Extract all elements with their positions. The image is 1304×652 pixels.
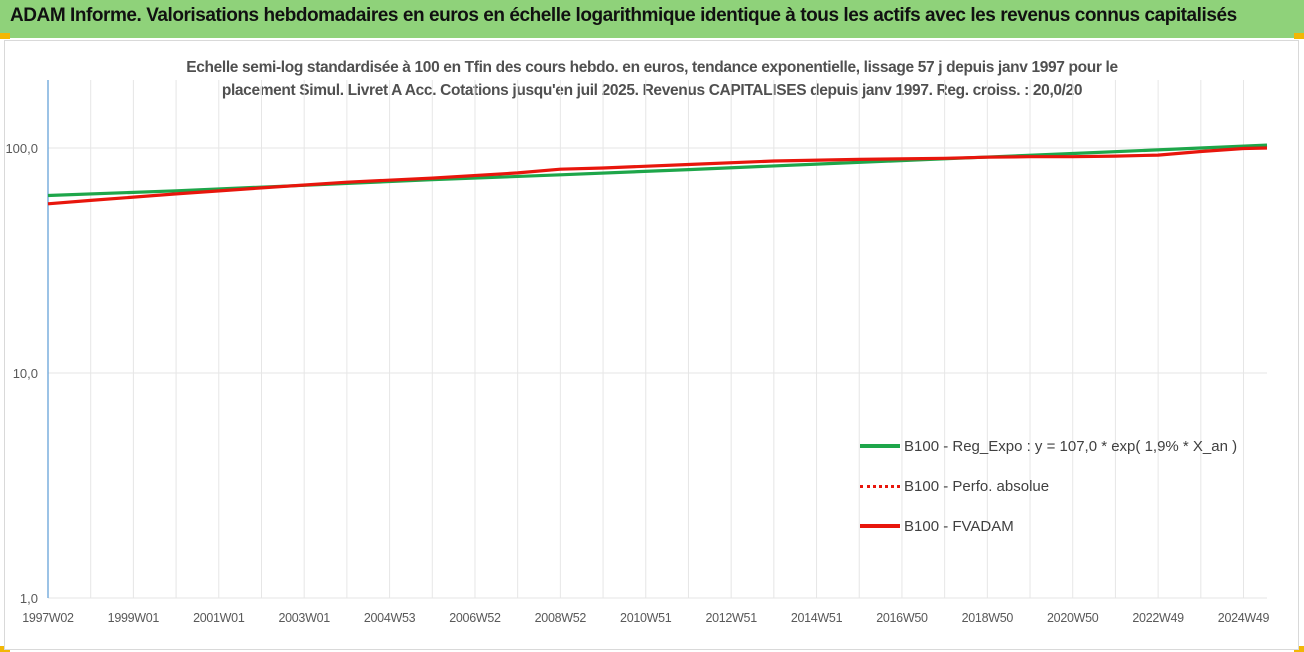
header-bar: ADAM Informe. Valorisations hebdomadaire…: [0, 0, 1304, 38]
legend-label-perfo-absolue: B100 - Perfo. absolue: [904, 477, 1050, 495]
x-tick-label: 2008W52: [535, 611, 587, 625]
x-tick-label: 2010W51: [620, 611, 672, 625]
x-tick-label: 2012W51: [705, 611, 757, 625]
x-tick-label: 2016W50: [876, 611, 928, 625]
legend-label-reg-expo: B100 - Reg_Expo : y = 107,0 * exp( 1,9% …: [904, 437, 1238, 455]
corner-accent: [1294, 646, 1304, 652]
corner-accent: [1294, 33, 1304, 39]
legend-swatch-perfo-absolue: [860, 484, 900, 488]
y-tick-label: 10,0: [13, 366, 38, 381]
legend-swatch-reg-expo: [860, 444, 900, 448]
x-tick-label: 1997W02: [22, 611, 74, 625]
x-tick-label: 2004W53: [364, 611, 416, 625]
y-tick-label: 1,0: [20, 591, 38, 606]
x-tick-label: 2020W50: [1047, 611, 1099, 625]
y-tick-label: 100,0: [5, 141, 38, 156]
legend-item-perfo-absolue: B100 - Perfo. absolue: [860, 476, 1049, 496]
x-tick-label: 2022W49: [1132, 611, 1184, 625]
series-line-reg-expo: [47, 143, 1268, 198]
report-title: ADAM Informe. Valorisations hebdomadaire…: [10, 5, 1237, 26]
x-tick-label: 1999W01: [108, 611, 160, 625]
legend-swatch-fvadam: [860, 524, 900, 528]
x-tick-label: 2006W52: [449, 611, 501, 625]
chart-title-line-2: placement Simul. Livret A Acc. Cotations…: [221, 82, 1083, 99]
chart-frame: [4, 40, 1299, 650]
legend-item-fvadam: B100 - FVADAM: [860, 516, 1014, 536]
legend-item-reg-expo: B100 - Reg_Expo : y = 107,0 * exp( 1,9% …: [860, 436, 1237, 456]
corner-accent: [0, 33, 10, 39]
x-tick-label: 2003W01: [278, 611, 330, 625]
x-tick-label: 2014W51: [791, 611, 843, 625]
x-tick-label: 2024W49: [1218, 611, 1270, 625]
x-tick-label: 2018W50: [962, 611, 1014, 625]
legend-label-fvadam: B100 - FVADAM: [904, 517, 1014, 535]
series-line-fvadam: [47, 146, 1268, 206]
chart-title-line-1: Echelle semi-log standardisée à 100 en T…: [186, 59, 1118, 76]
x-tick-label: 2001W01: [193, 611, 245, 625]
